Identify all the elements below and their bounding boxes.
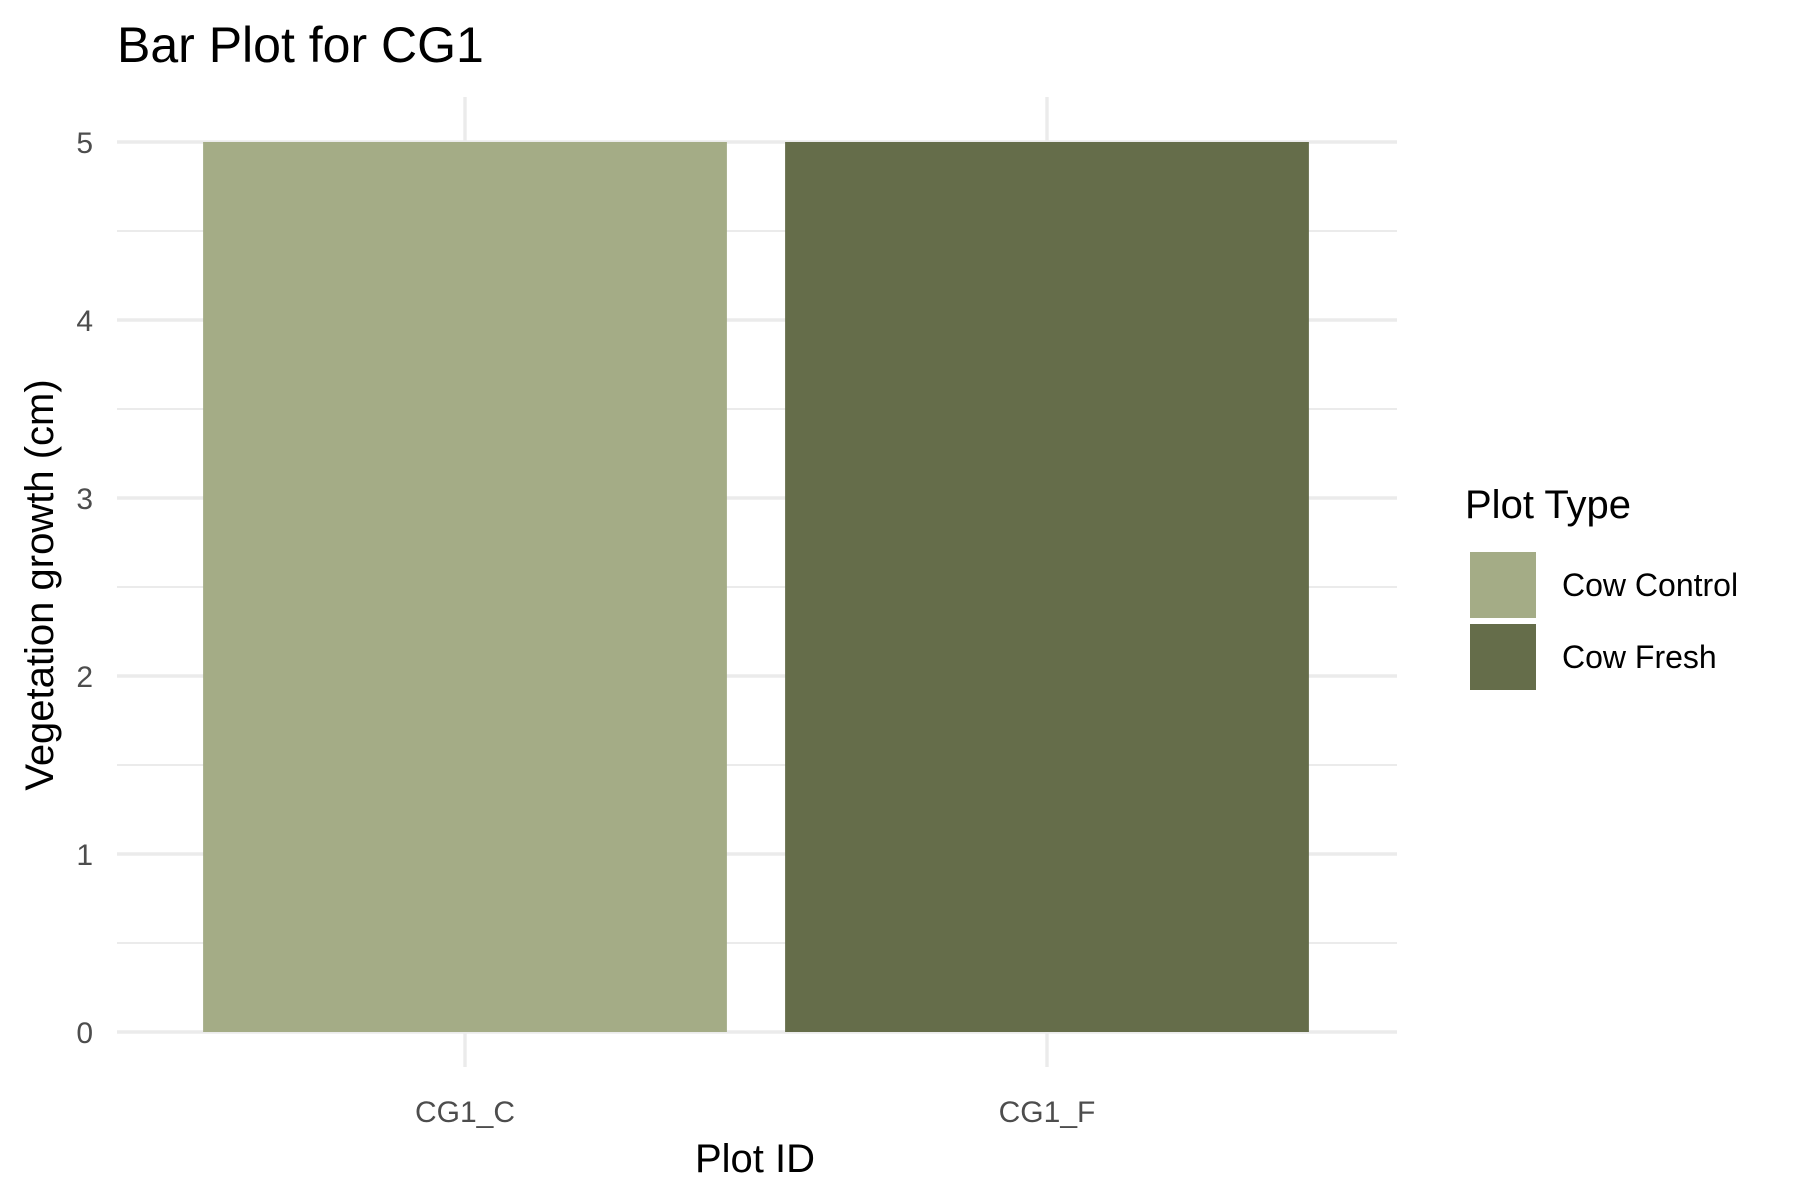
x-axis-ticks: CG1_C CG1_F — [415, 1096, 1095, 1129]
legend: Plot Type Cow Control Cow Fresh — [1465, 483, 1738, 690]
y-tick-label: 5 — [76, 127, 93, 160]
bar-cg1-c — [203, 142, 727, 1032]
legend-key — [1470, 552, 1536, 618]
x-tick-label: CG1_F — [999, 1096, 1096, 1129]
bar-cg1-f — [785, 142, 1309, 1032]
y-tick-label: 3 — [76, 483, 93, 516]
chart-title: Bar Plot for CG1 — [117, 17, 484, 73]
x-tick-label: CG1_C — [415, 1096, 515, 1129]
y-tick-label: 2 — [76, 661, 93, 694]
y-axis-title: Vegetation growth (cm) — [18, 379, 62, 790]
legend-key — [1470, 624, 1536, 690]
bars — [203, 142, 1309, 1032]
y-axis-ticks: 0 1 2 3 4 5 — [76, 127, 93, 1050]
legend-entries: Cow Control Cow Fresh — [1470, 552, 1738, 690]
y-tick-label: 4 — [76, 305, 93, 338]
legend-title: Plot Type — [1465, 483, 1631, 527]
legend-label: Cow Fresh — [1562, 639, 1717, 675]
x-axis-title: Plot ID — [695, 1137, 815, 1181]
y-tick-label: 1 — [76, 839, 93, 872]
legend-label: Cow Control — [1562, 567, 1738, 603]
y-tick-label: 0 — [76, 1017, 93, 1050]
